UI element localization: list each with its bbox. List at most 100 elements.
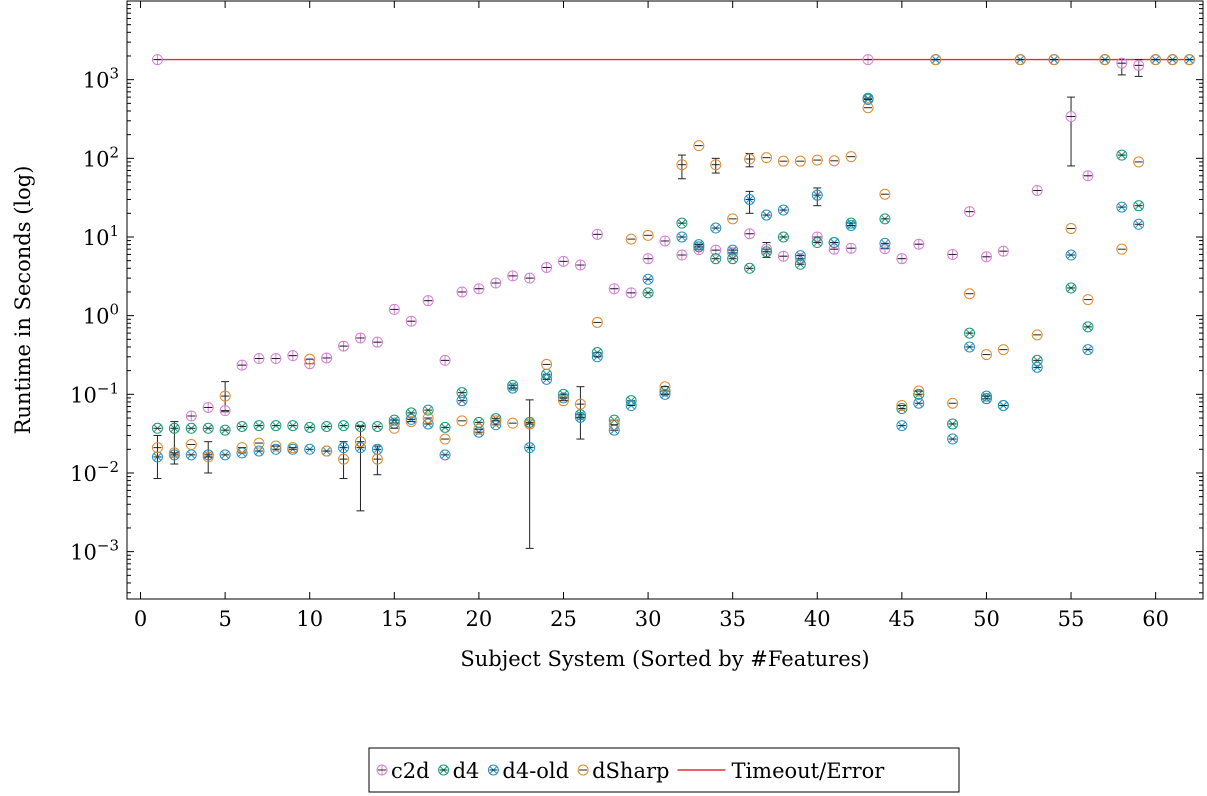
- marker-d4-old: [304, 443, 316, 455]
- marker-d4-old: [676, 231, 688, 243]
- y-axis-label: Runtime in Seconds (log): [11, 166, 35, 435]
- marker-d4-old: [642, 273, 654, 285]
- y-tick-label: 102: [83, 143, 119, 171]
- marker-dSharp: [1031, 329, 1043, 341]
- marker-dSharp: [219, 390, 231, 402]
- marker-d4-old: [828, 237, 840, 249]
- marker-c2d: [625, 287, 637, 299]
- x-tick-label: 40: [804, 607, 831, 631]
- marker-d4: [456, 387, 468, 399]
- marker-dSharp: [524, 418, 536, 430]
- marker-d4-old: [761, 209, 773, 221]
- marker-dSharp: [676, 159, 688, 171]
- legend-label-d4: d4: [453, 759, 480, 783]
- marker-d4: [354, 420, 366, 432]
- marker-c2d: [777, 250, 789, 262]
- marker-d4: [1082, 321, 1094, 333]
- marker-c2d: [439, 354, 451, 366]
- marker-d4: [744, 262, 756, 274]
- marker-d4-old: [219, 449, 231, 461]
- marker-d4: [253, 420, 265, 432]
- marker-d4: [710, 253, 722, 265]
- marker-d4: [321, 420, 333, 432]
- x-tick-label: 25: [550, 607, 577, 631]
- marker-c2d: [964, 206, 976, 218]
- marker-c2d: [591, 228, 603, 240]
- x-tick-label: 10: [296, 607, 323, 631]
- marker-c2d: [388, 303, 400, 315]
- marker-dSharp: [371, 453, 383, 465]
- marker-d4: [811, 237, 823, 249]
- marker-d4-old: [405, 413, 417, 425]
- legend-label-d4-old: d4-old: [502, 759, 569, 783]
- marker-d4-old: [253, 445, 265, 457]
- marker-d4: [947, 418, 959, 430]
- marker-d4-old: [913, 397, 925, 409]
- legend-marker-d4-old: [487, 764, 499, 776]
- marker-c2d: [524, 272, 536, 284]
- marker-d4-old: [541, 373, 553, 385]
- marker-dSharp: [574, 398, 586, 410]
- marker-d4-old: [1031, 361, 1043, 373]
- marker-dSharp: [507, 417, 519, 429]
- marker-dSharp: [896, 400, 908, 412]
- marker-dSharp: [997, 344, 1009, 356]
- marker-d4-old: [980, 390, 992, 402]
- y-tick-label: 103: [83, 65, 119, 93]
- marker-dSharp: [710, 159, 722, 171]
- marker-dSharp: [236, 442, 248, 454]
- x-tick-label: 50: [973, 607, 1000, 631]
- marker-d4-old: [507, 382, 519, 394]
- marker-dSharp: [1183, 54, 1195, 66]
- marker-d4-old: [574, 411, 586, 423]
- marker-c2d: [541, 261, 553, 273]
- marker-c2d: [422, 295, 434, 307]
- marker-dSharp: [913, 385, 925, 397]
- x-tick-label: 55: [1058, 607, 1085, 631]
- marker-d4: [422, 404, 434, 416]
- marker-c2d: [405, 315, 417, 327]
- marker-dSharp: [1048, 54, 1060, 66]
- x-tick-label: 20: [466, 607, 493, 631]
- marker-d4: [1133, 200, 1145, 212]
- marker-d4-old: [845, 219, 857, 231]
- marker-d4: [219, 424, 231, 436]
- marker-d4: [185, 422, 197, 434]
- marker-d4-old: [862, 93, 874, 105]
- marker-d4-old: [1065, 249, 1077, 261]
- marker-d4: [151, 422, 163, 434]
- marker-dSharp: [473, 423, 485, 435]
- marker-c2d: [608, 283, 620, 295]
- marker-d4: [236, 420, 248, 432]
- errorbar-layer: [153, 59, 1143, 549]
- marker-dSharp: [185, 439, 197, 451]
- marker-dSharp: [1099, 54, 1111, 66]
- marker-dSharp: [591, 316, 603, 328]
- marker-d4: [439, 421, 451, 433]
- marker-d4-old: [1133, 218, 1145, 230]
- marker-c2d: [151, 54, 163, 66]
- marker-d4: [794, 258, 806, 270]
- marker-c2d: [270, 353, 282, 365]
- marker-c2d: [1116, 57, 1128, 69]
- marker-d4-old: [151, 451, 163, 463]
- marker-c2d: [507, 270, 519, 282]
- marker-c2d: [236, 359, 248, 371]
- marker-c2d: [896, 253, 908, 265]
- marker-dSharp: [1116, 243, 1128, 255]
- marker-c2d: [761, 243, 773, 255]
- marker-c2d: [913, 238, 925, 250]
- marker-dSharp: [608, 419, 620, 431]
- marker-dSharp: [777, 155, 789, 167]
- marker-dSharp: [845, 151, 857, 163]
- marker-c2d: [202, 401, 214, 413]
- marker-d4: [879, 213, 891, 225]
- x-tick-label: 60: [1142, 607, 1169, 631]
- x-tick-label: 5: [218, 607, 231, 631]
- marker-dSharp: [879, 188, 891, 200]
- marker-c2d: [862, 54, 874, 66]
- marker-d4-old: [422, 418, 434, 430]
- marker-d4: [896, 403, 908, 415]
- legend-marker-d4: [438, 764, 450, 776]
